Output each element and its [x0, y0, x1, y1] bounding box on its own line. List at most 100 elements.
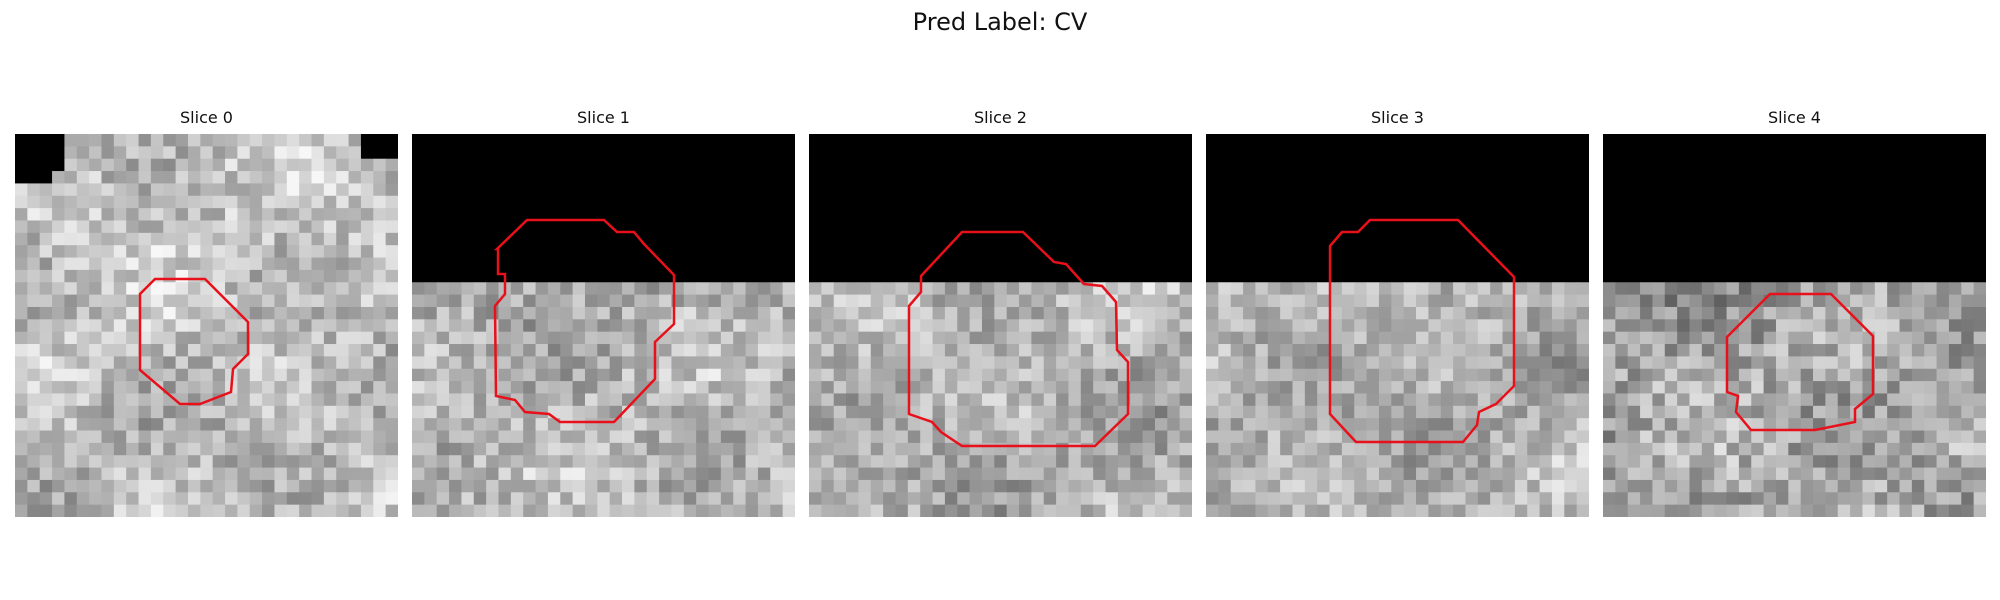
pixel — [1391, 368, 1405, 382]
pixel — [1243, 294, 1257, 308]
pixel — [424, 282, 438, 296]
pixel — [1825, 479, 1839, 493]
pixel — [1738, 269, 1752, 283]
pixel — [274, 171, 288, 185]
pixel — [1551, 430, 1565, 444]
pixel — [1477, 504, 1491, 517]
pixel — [597, 183, 611, 197]
pixel — [547, 467, 561, 481]
pixel — [1391, 405, 1405, 419]
pixel — [821, 294, 835, 308]
pixel — [1280, 282, 1294, 296]
pixel — [932, 405, 946, 419]
pixel — [1354, 306, 1368, 320]
pixel — [237, 232, 251, 246]
pixel — [15, 146, 28, 160]
pixel — [782, 418, 795, 432]
pixel — [981, 368, 995, 382]
pixel — [1576, 294, 1589, 308]
pixel — [1751, 405, 1765, 419]
pixel — [52, 294, 66, 308]
pixel — [1403, 381, 1417, 395]
pixel — [523, 294, 537, 308]
pixel — [1218, 232, 1232, 246]
pixel — [1874, 171, 1888, 185]
pixel — [1924, 405, 1938, 419]
pixel — [286, 220, 300, 234]
pixel — [572, 257, 586, 271]
pixel — [1465, 208, 1479, 222]
pixel — [821, 171, 835, 185]
pixel — [175, 158, 189, 172]
pixel — [1031, 418, 1045, 432]
pixel — [1354, 232, 1368, 246]
pixel — [1366, 442, 1380, 456]
pixel — [1167, 146, 1181, 160]
pixel — [1416, 479, 1429, 493]
pixel — [1576, 282, 1589, 296]
pixel — [920, 430, 934, 444]
pixel — [249, 418, 263, 432]
pixel — [1329, 479, 1343, 493]
pixel — [274, 467, 288, 481]
pixel — [1887, 455, 1901, 469]
pixel — [994, 245, 1008, 259]
pixel — [671, 134, 685, 147]
pixel — [1080, 269, 1094, 283]
pixel — [175, 134, 189, 147]
pixel — [150, 183, 164, 197]
pixel — [286, 146, 300, 160]
pixel — [1403, 232, 1417, 246]
pixel — [696, 306, 710, 320]
pixel — [1292, 183, 1306, 197]
pixel — [336, 479, 350, 493]
pixel — [1329, 331, 1343, 345]
pixel — [757, 368, 771, 382]
pixel — [1341, 418, 1355, 432]
pixel — [1911, 344, 1925, 357]
pixel — [461, 455, 475, 469]
pixel — [1490, 418, 1504, 432]
pixel — [187, 183, 201, 197]
pixel — [1117, 430, 1131, 444]
pixel — [1502, 492, 1516, 506]
pixel — [1154, 282, 1168, 296]
pixel — [622, 393, 635, 407]
pixel — [39, 269, 53, 283]
pixel — [15, 492, 28, 506]
pixel — [1701, 220, 1715, 234]
pixel — [1652, 232, 1666, 246]
pixel — [1973, 368, 1986, 382]
pixel — [969, 183, 983, 197]
pixel — [858, 232, 872, 246]
pixel — [1068, 319, 1082, 333]
pixel — [821, 455, 835, 469]
pixel — [412, 479, 425, 493]
pixel — [932, 257, 946, 271]
pixel — [870, 257, 884, 271]
pixel — [895, 146, 909, 160]
pixel — [1043, 356, 1057, 370]
pixel — [175, 442, 189, 456]
pixel — [1465, 381, 1479, 395]
pixel — [1502, 146, 1516, 160]
pixel — [1167, 479, 1181, 493]
pixel — [461, 282, 475, 296]
pixel — [895, 393, 909, 407]
pixel — [1701, 492, 1715, 506]
pixel — [360, 455, 374, 469]
pixel — [634, 146, 648, 160]
pixel — [1440, 282, 1454, 296]
pixel — [1105, 356, 1119, 370]
pixel — [969, 381, 983, 395]
pixel — [883, 282, 897, 296]
panel-slice-3: Slice 3 — [1206, 108, 1589, 517]
pixel — [101, 294, 115, 308]
pixel — [1788, 269, 1802, 283]
pixel — [385, 455, 398, 469]
pixel — [994, 479, 1008, 493]
pixel — [1490, 146, 1504, 160]
pixel — [1031, 158, 1045, 172]
pixel — [412, 467, 425, 481]
pixel — [584, 171, 598, 185]
